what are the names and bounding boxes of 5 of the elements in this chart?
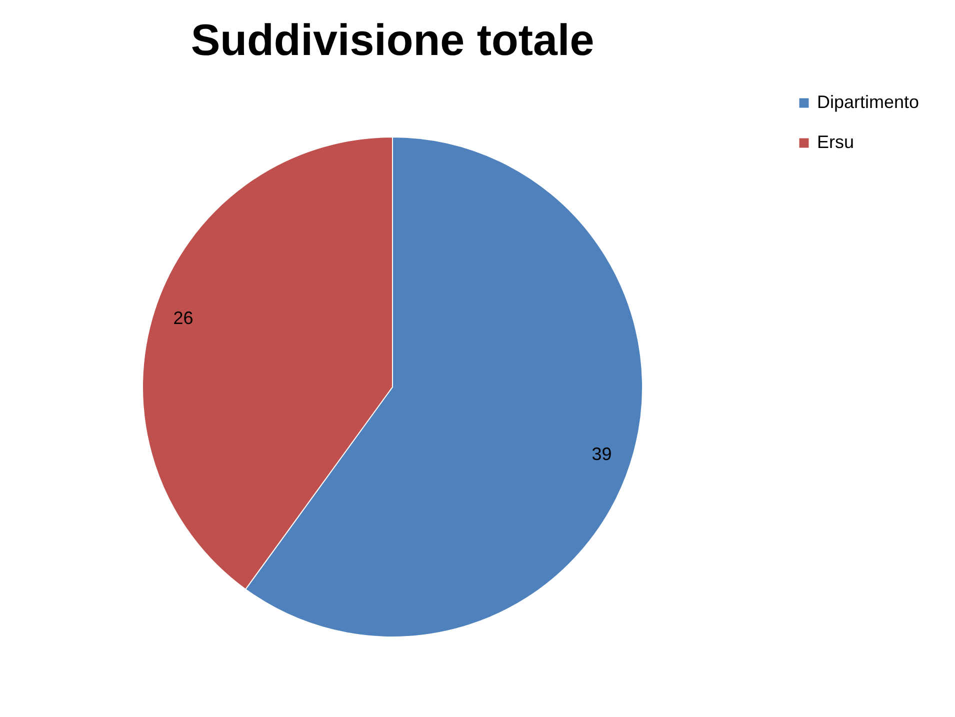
- legend-label: Ersu: [817, 132, 854, 152]
- data-label: 39: [592, 444, 612, 464]
- chart-title: Suddivisione totale: [190, 16, 594, 65]
- data-label: 26: [173, 308, 194, 328]
- legend-label: Dipartimento: [817, 92, 920, 112]
